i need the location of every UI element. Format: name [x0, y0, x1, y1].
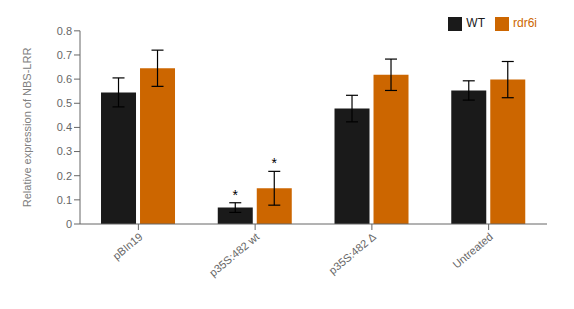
svg-text:*: * — [233, 187, 239, 203]
html-text:rdr6i: rdr6i — [513, 16, 537, 30]
svg-text:0: 0 — [66, 218, 72, 230]
svg-text:0.2: 0.2 — [57, 170, 72, 182]
svg-text:0.7: 0.7 — [57, 49, 72, 61]
svg-text:Untreated: Untreated — [450, 230, 495, 270]
svg-text:p35S:482 Δ: p35S:482 Δ — [326, 230, 378, 277]
svg-text:0.4: 0.4 — [57, 121, 72, 133]
svg-text:Relative expression of NBS-LRR: Relative expression of NBS-LRR — [21, 48, 33, 208]
svg-text:pBIn19: pBIn19 — [110, 230, 144, 262]
svg-text:0.5: 0.5 — [57, 97, 72, 109]
svg-text:0.3: 0.3 — [57, 145, 72, 157]
svg-text:*: * — [272, 155, 278, 171]
svg-text:p35S:482 wt: p35S:482 wt — [207, 230, 262, 279]
svg-text:0.6: 0.6 — [57, 73, 72, 85]
svg-text:0.1: 0.1 — [57, 194, 72, 206]
svg-text:0.8: 0.8 — [57, 25, 72, 37]
html-text:WT: WT — [466, 16, 485, 30]
